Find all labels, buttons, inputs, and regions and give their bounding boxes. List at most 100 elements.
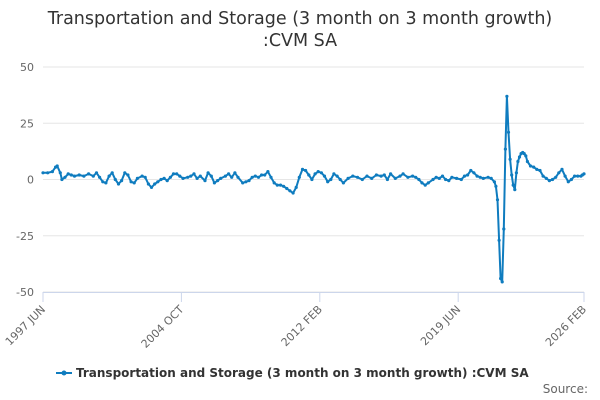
- data-point: [478, 175, 482, 179]
- data-point: [401, 172, 405, 176]
- data-point: [63, 175, 67, 179]
- data-point: [278, 183, 283, 187]
- data-point: [219, 176, 223, 180]
- chart-title-line1: Transportation and Storage (3 month on 3…: [47, 9, 553, 29]
- data-point: [389, 172, 393, 176]
- data-point: [304, 168, 308, 173]
- data-point: [462, 174, 467, 178]
- data-point: [360, 177, 364, 182]
- data-point: [69, 173, 73, 177]
- data-point: [532, 165, 536, 169]
- data-point: [517, 155, 522, 159]
- data-point: [198, 174, 202, 178]
- data-point: [129, 180, 133, 184]
- data-point: [576, 174, 580, 178]
- data-point: [230, 175, 234, 179]
- data-point: [355, 175, 360, 179]
- data-point: [116, 182, 121, 186]
- data-point: [346, 176, 350, 180]
- x-tick-label: 2004 OCT: [139, 303, 187, 351]
- y-tick-label: 0: [27, 174, 34, 187]
- data-point: [256, 175, 261, 179]
- data-point: [146, 182, 150, 186]
- data-point: [472, 171, 476, 175]
- data-point: [98, 175, 102, 179]
- data-point: [374, 173, 378, 177]
- data-point: [307, 173, 311, 177]
- data-point: [447, 179, 451, 183]
- data-point: [77, 173, 81, 177]
- y-axis: -50 -25 0 25 50: [16, 61, 34, 299]
- data-point: [385, 177, 389, 182]
- data-point: [492, 180, 496, 184]
- data-point: [107, 174, 111, 178]
- data-point: [370, 176, 374, 180]
- data-point: [72, 174, 77, 178]
- data-point: [420, 181, 424, 185]
- data-point: [329, 177, 333, 182]
- data-point: [557, 171, 561, 175]
- data-point: [223, 174, 227, 178]
- data-point: [573, 174, 577, 178]
- data-point: [426, 181, 430, 185]
- data-point: [178, 174, 182, 178]
- data-point: [216, 179, 220, 183]
- data-point: [275, 183, 279, 187]
- data-point: [469, 168, 473, 173]
- data-point: [132, 181, 136, 185]
- data-point: [499, 276, 503, 281]
- data-point: [60, 177, 64, 182]
- data-point: [101, 180, 105, 184]
- data-point: [503, 147, 507, 151]
- data-point: [82, 174, 86, 178]
- data-point: [528, 164, 533, 168]
- data-point: [554, 175, 558, 179]
- data-point: [165, 179, 169, 183]
- data-point: [444, 177, 448, 182]
- data-point: [538, 168, 542, 173]
- data-point: [149, 185, 154, 189]
- data-point: [494, 184, 498, 188]
- legend-item-label[interactable]: Transportation and Storage (3 month on 3…: [76, 366, 529, 380]
- data-point: [319, 171, 323, 175]
- data-point: [168, 175, 172, 179]
- data-point: [291, 191, 295, 195]
- y-tick-label: 25: [20, 117, 34, 130]
- data-point: [351, 174, 355, 178]
- data-point: [541, 174, 545, 178]
- data-point: [431, 177, 435, 182]
- data-point: [414, 175, 418, 179]
- legend[interactable]: Transportation and Storage (3 month on 3…: [56, 366, 529, 380]
- data-point: [475, 174, 479, 178]
- data-point: [266, 170, 270, 174]
- data-point: [135, 176, 139, 180]
- data-point: [563, 174, 567, 178]
- data-point: [522, 152, 526, 156]
- data-point: [511, 183, 515, 187]
- data-point: [341, 181, 345, 185]
- data-point: [497, 238, 501, 242]
- data-point: [297, 175, 301, 179]
- y-tick-label: -50: [16, 286, 34, 299]
- data-point: [316, 170, 320, 174]
- data-point: [203, 179, 207, 183]
- data-point: [104, 181, 108, 185]
- data-point: [569, 177, 574, 182]
- data-point: [113, 177, 117, 182]
- data-point: [41, 171, 45, 175]
- data-point: [186, 175, 190, 179]
- data-point: [181, 176, 185, 180]
- data-point: [524, 154, 528, 158]
- data-point: [153, 182, 157, 186]
- data-point: [294, 185, 298, 189]
- series-line: [43, 95, 585, 283]
- data-point: [500, 280, 504, 284]
- data-point: [206, 171, 210, 175]
- chart-title: Transportation and Storage (3 month on 3…: [0, 8, 600, 52]
- data-point: [450, 175, 454, 179]
- data-point: [50, 170, 55, 174]
- data-point: [434, 175, 438, 179]
- data-point: [338, 177, 342, 182]
- data-point: [159, 177, 163, 182]
- y-tick-label: 50: [20, 61, 34, 74]
